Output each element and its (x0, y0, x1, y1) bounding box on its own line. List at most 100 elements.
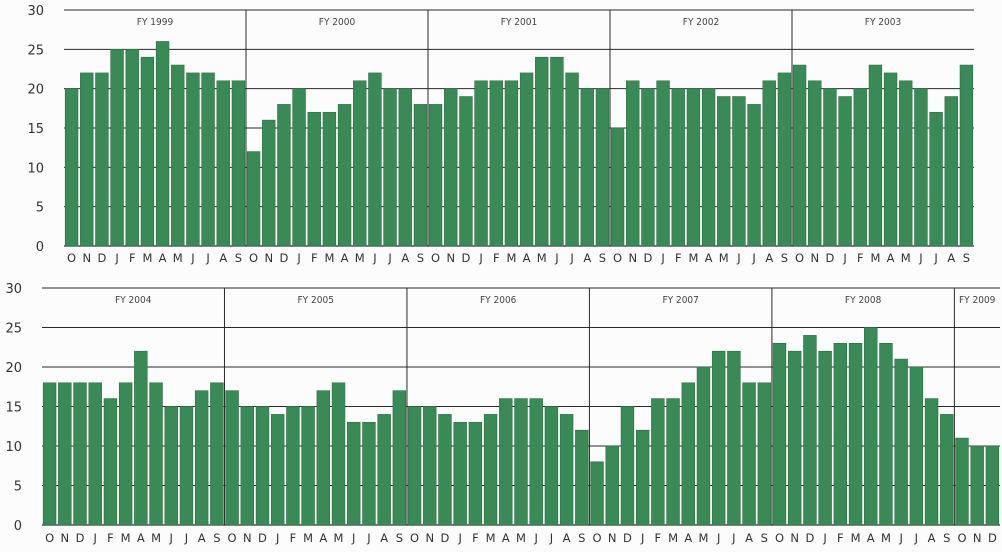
bar (732, 96, 746, 247)
y-tick-label: 30 (27, 4, 44, 19)
x-tick-label: J (205, 251, 209, 265)
bar (686, 88, 701, 247)
x-tick-label: J (114, 251, 118, 265)
y-tick-label: 5 (14, 480, 22, 495)
x-tick-label: N (608, 531, 617, 545)
x-tick-label: M (881, 531, 891, 545)
bar (459, 96, 473, 247)
x-tick-label: O (45, 531, 54, 545)
x-tick-label: O (957, 531, 966, 545)
y-tick-label: 15 (5, 401, 22, 416)
bar (88, 382, 102, 526)
bar (762, 80, 776, 247)
x-tick-label: M (699, 531, 709, 545)
bar (590, 461, 604, 526)
x-tick-label: J (640, 531, 644, 545)
bar (595, 88, 610, 247)
x-tick-label: M (537, 251, 547, 265)
x-tick-label: J (716, 531, 720, 545)
x-tick-label: D (258, 531, 267, 545)
bar (955, 437, 969, 526)
bar (392, 390, 407, 526)
x-tick-label: D (76, 531, 85, 545)
x-tick-label: N (264, 251, 273, 265)
y-tick-label: 20 (27, 83, 44, 98)
x-tick-label: S (599, 251, 606, 265)
bar (307, 111, 321, 247)
bar (255, 406, 270, 526)
fiscal-year-label: FY 1999 (137, 17, 174, 28)
x-tick-label: A (523, 251, 531, 265)
x-tick-label: N (82, 251, 91, 265)
bar (110, 49, 124, 247)
x-tick-label: F (857, 251, 864, 265)
x-tick-label: A (928, 531, 936, 545)
bar (894, 358, 908, 526)
bar (605, 445, 619, 526)
x-tick-label: J (457, 531, 461, 545)
fiscal-year-label: FY 2009 (959, 295, 996, 306)
y-tick-label: 25 (5, 322, 22, 337)
x-tick-label: J (534, 531, 538, 545)
bar (171, 64, 185, 247)
bar (453, 421, 467, 526)
bar (879, 342, 893, 526)
x-tick-label: N (425, 531, 434, 545)
bar (641, 88, 655, 247)
bar (438, 414, 452, 526)
bar (179, 406, 194, 526)
x-tick-label: A (867, 531, 875, 545)
bar (413, 104, 428, 247)
x-tick-label: A (502, 531, 510, 545)
x-tick-label: F (493, 251, 500, 265)
x-tick-label: A (947, 251, 955, 265)
bar (868, 64, 883, 247)
bar (347, 421, 361, 526)
x-tick-label: M (506, 251, 516, 265)
fiscal-year-label: FY 2006 (480, 295, 517, 306)
bar (985, 445, 1000, 526)
bar (514, 398, 528, 526)
bar (80, 72, 94, 247)
bar (103, 398, 118, 526)
bar (155, 41, 170, 247)
x-tick-label: F (107, 531, 114, 545)
bar (803, 335, 817, 526)
x-tick-label: A (887, 251, 895, 265)
bar (864, 327, 878, 526)
bar (499, 398, 513, 526)
bar (929, 111, 943, 247)
bar (331, 382, 346, 526)
bar (210, 382, 224, 526)
x-tick-label: S (213, 531, 220, 545)
bar (833, 342, 848, 526)
x-tick-label: A (765, 251, 773, 265)
x-tick-label: M (173, 251, 183, 265)
bar (164, 406, 178, 526)
bar (140, 56, 155, 247)
bar (301, 406, 315, 526)
bar (42, 382, 57, 526)
x-tick-label: F (675, 251, 682, 265)
x-tick-label: S (396, 531, 403, 545)
bar (808, 80, 822, 247)
fiscal-year-label: FY 2003 (865, 17, 901, 28)
x-tick-label: A (137, 531, 145, 545)
bar (535, 56, 549, 247)
bar (423, 406, 437, 526)
x-tick-label: F (472, 531, 479, 545)
x-tick-label: J (751, 251, 755, 265)
bar (362, 421, 376, 526)
fiscal-year-label: FY 2008 (845, 295, 882, 306)
bar (717, 96, 731, 247)
bar (201, 72, 215, 247)
bar (838, 96, 852, 247)
bar (635, 429, 650, 526)
bar (944, 96, 958, 247)
bar (711, 350, 726, 526)
bar (125, 49, 139, 247)
bar (656, 80, 670, 247)
x-tick-label: M (719, 251, 729, 265)
bar (246, 151, 261, 247)
